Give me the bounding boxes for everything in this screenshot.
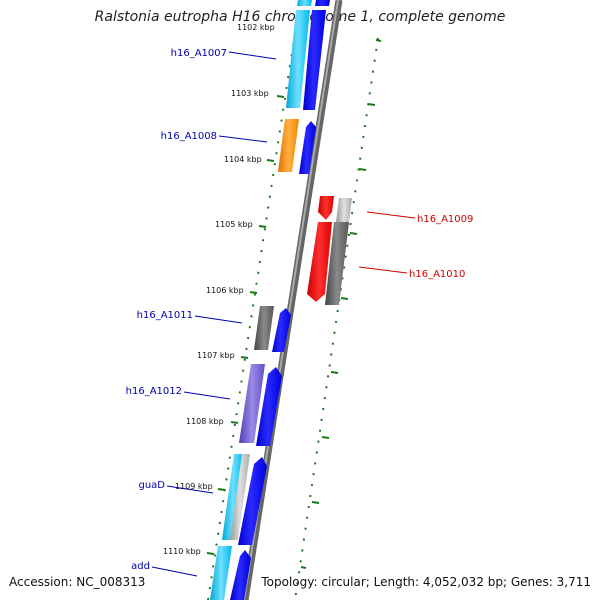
gene-feature-h16-a1012	[239, 364, 282, 446]
gene-label-h16-a1012[interactable]: h16_A1012	[126, 386, 182, 397]
gene-label-h16-a1010[interactable]: h16_A1010	[409, 269, 465, 280]
left-major-ticks	[206, 95, 285, 555]
gene-label-h16-a1009[interactable]: h16_A1009	[417, 214, 473, 225]
gene-feature-h16-a1006	[297, 0, 330, 6]
scale-label: 1105 kbp	[215, 220, 253, 229]
gene-feature-guaD	[222, 454, 267, 545]
gene-label-guaD[interactable]: guaD	[138, 480, 165, 491]
gene-feature-h16-a1011	[254, 306, 291, 352]
scale-label: 1103 kbp	[231, 89, 269, 98]
gene-label-h16-a1008[interactable]: h16_A1008	[161, 131, 217, 142]
scale-label: 1110 kbp	[163, 547, 201, 556]
accession-text: Accession: NC_008313	[9, 575, 146, 589]
scale-label: 1106 kbp	[206, 286, 244, 295]
gene-label-h16-a1007[interactable]: h16_A1007	[171, 48, 227, 59]
gene-feature-h16-a1008	[278, 119, 316, 174]
scale-label: 1108 kbp	[186, 417, 224, 426]
gene-feature-h16-a1007	[286, 10, 326, 110]
scale-label: 1102 kbp	[237, 23, 275, 32]
genome-summary-text: Topology: circular; Length: 4,052,032 bp…	[261, 575, 591, 589]
right-major-ticks	[300, 39, 382, 569]
gene-feature-h16-a1010	[307, 222, 349, 305]
gene-feature-h16-a1009	[318, 196, 352, 222]
label-leader-lines	[151, 51, 416, 577]
scale-labels: 1102 kbp 1103 kbp 1104 kbp 1105 kbp 1106…	[163, 23, 275, 556]
gene-feature-add	[210, 546, 251, 600]
outer-tick-track	[294, 37, 379, 600]
gene-label-h16-a1011[interactable]: h16_A1011	[137, 310, 193, 321]
gene-label-add[interactable]: add	[131, 561, 150, 572]
scale-label: 1104 kbp	[224, 155, 262, 164]
scale-label: 1109 kbp	[175, 482, 213, 491]
gene-labels: h16_A1007 h16_A1008 h16_A1009 h16_A1010 …	[126, 48, 474, 572]
scale-label: 1107 kbp	[197, 351, 235, 360]
